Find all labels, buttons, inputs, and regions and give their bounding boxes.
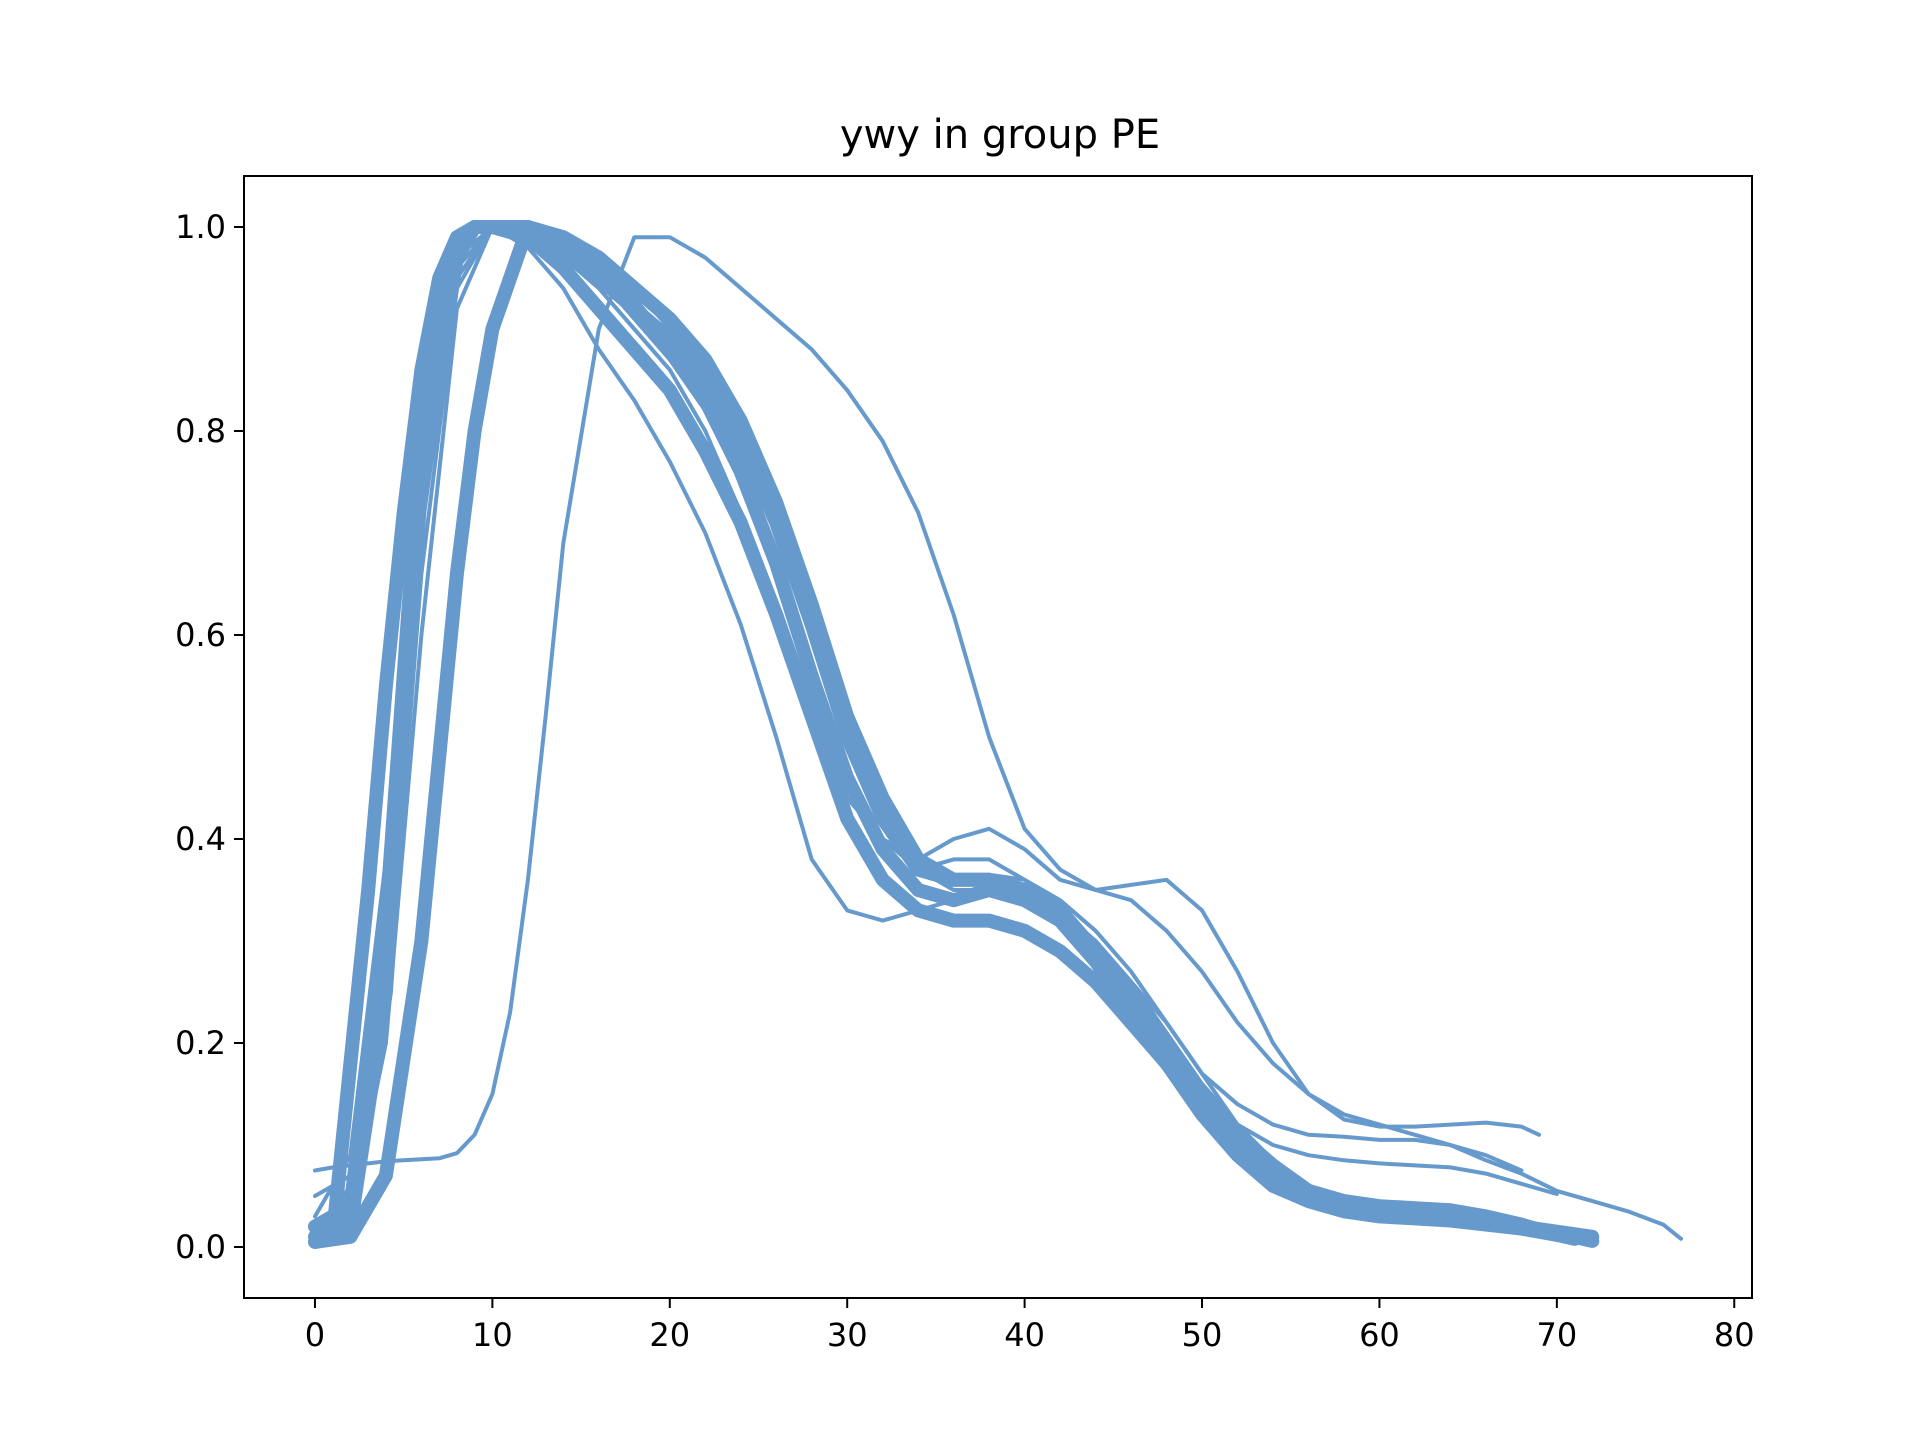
x-tick-label: 0 [305, 1316, 325, 1354]
series-line [313, 225, 1559, 1239]
x-axis: 0 10 20 30 40 50 60 70 80 [305, 1298, 1755, 1354]
series-line [313, 225, 1542, 1239]
y-tick-label: 1.0 [175, 208, 226, 246]
series-line [313, 235, 1683, 1241]
x-tick-label: 20 [649, 1316, 690, 1354]
y-tick-label: 0.4 [175, 820, 226, 858]
x-tick-label: 40 [1004, 1316, 1045, 1354]
series-lines [308, 220, 1683, 1249]
y-tick-label: 0.2 [175, 1024, 226, 1062]
x-tick-label: 60 [1359, 1316, 1400, 1354]
series-line [308, 220, 1564, 1249]
series-line [313, 225, 1577, 1241]
x-tick-label: 50 [1182, 1316, 1223, 1354]
x-tick-label: 70 [1536, 1316, 1577, 1354]
y-tick-label: 0.0 [175, 1228, 226, 1266]
plot-frame [243, 175, 1753, 1299]
x-tick-label: 80 [1714, 1316, 1755, 1354]
y-tick-label: 0.6 [175, 616, 226, 654]
y-tick-label: 0.8 [175, 412, 226, 450]
x-tick-label: 30 [827, 1316, 868, 1354]
x-tick-label: 10 [472, 1316, 513, 1354]
y-axis: 0.0 0.2 0.4 0.6 0.8 1.0 [175, 208, 244, 1266]
chart-title: ywy in group PE [840, 112, 1160, 158]
